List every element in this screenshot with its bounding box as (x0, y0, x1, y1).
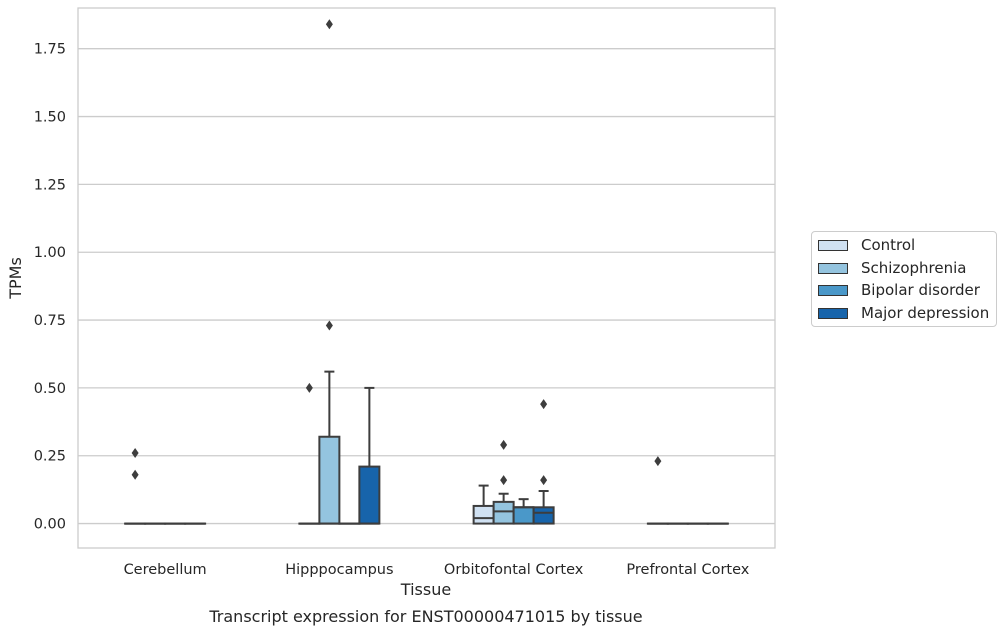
legend: Control Schizophrenia Bipolar disorder M… (811, 231, 997, 327)
outlier-point (540, 399, 548, 410)
outlier-point (131, 469, 139, 480)
box-body (318, 435, 341, 525)
legend-item-schizophrenia: Schizophrenia (818, 258, 966, 278)
y-tick-labels: 0.00 0.25 0.50 0.75 1.00 1.25 1.50 1.75 (34, 42, 66, 533)
y-tick-label: 1.75 (34, 42, 66, 58)
box-body (532, 506, 555, 525)
legend-label-control: Control (861, 236, 916, 254)
boxes (124, 19, 729, 525)
outlier-point (131, 448, 139, 459)
y-axis-label: TPMs (6, 257, 25, 300)
box-body (512, 506, 535, 525)
legend-label-schizophrenia: Schizophrenia (861, 259, 967, 277)
box-group (124, 448, 147, 525)
outlier-point (540, 475, 548, 486)
legend-swatch-schizophrenia (818, 262, 848, 274)
outlier-point (325, 19, 333, 30)
outlier-point (500, 439, 508, 450)
x-tick-label: Hipppocampus (285, 562, 393, 578)
y-tick-label: 1.50 (34, 110, 66, 126)
legend-swatch-bipolar-disorder (818, 284, 848, 296)
y-tick-label: 0.00 (34, 517, 66, 533)
outlier-point (654, 456, 662, 467)
box-group (472, 484, 495, 525)
y-tick-label: 0.50 (34, 381, 66, 397)
box-group (492, 439, 515, 525)
box-group (318, 19, 341, 525)
x-axis-label: Tissue (400, 580, 451, 599)
box-group (646, 456, 669, 525)
box-group (512, 498, 535, 525)
gridlines (78, 48, 775, 525)
y-tick-label: 0.25 (34, 449, 66, 465)
x-tick-label: Cerebellum (124, 562, 207, 578)
box-group (298, 382, 321, 525)
plot-area-frame (77, 7, 776, 549)
legend-label-bipolar-disorder: Bipolar disorder (861, 281, 980, 299)
legend-swatch-control (818, 239, 848, 251)
y-tick-label: 0.75 (34, 313, 66, 329)
box-group (358, 386, 381, 525)
chart-title: Transcript expression for ENST0000047101… (208, 607, 642, 626)
legend-item-control: Control (818, 235, 915, 255)
outlier-point (305, 382, 313, 393)
box-group (532, 399, 555, 525)
box-body (492, 500, 515, 525)
outlier-point (325, 320, 333, 331)
box-body (358, 465, 381, 525)
box-body (472, 504, 495, 525)
legend-item-major-depression: Major depression (818, 303, 989, 323)
legend-item-bipolar-disorder: Bipolar disorder (818, 280, 980, 300)
legend-swatch-major-depression (818, 307, 848, 319)
y-tick-label: 1.00 (34, 245, 66, 261)
outlier-point (500, 475, 508, 486)
legend-label-major-depression: Major depression (861, 304, 990, 322)
x-tick-label: Prefrontal Cortex (626, 562, 749, 578)
x-tick-labels: Cerebellum Hipppocampus Orbitofontal Corte… (124, 562, 750, 578)
y-tick-label: 1.25 (34, 177, 66, 193)
x-tick-label: Orbitofontal Cortex (444, 562, 584, 578)
